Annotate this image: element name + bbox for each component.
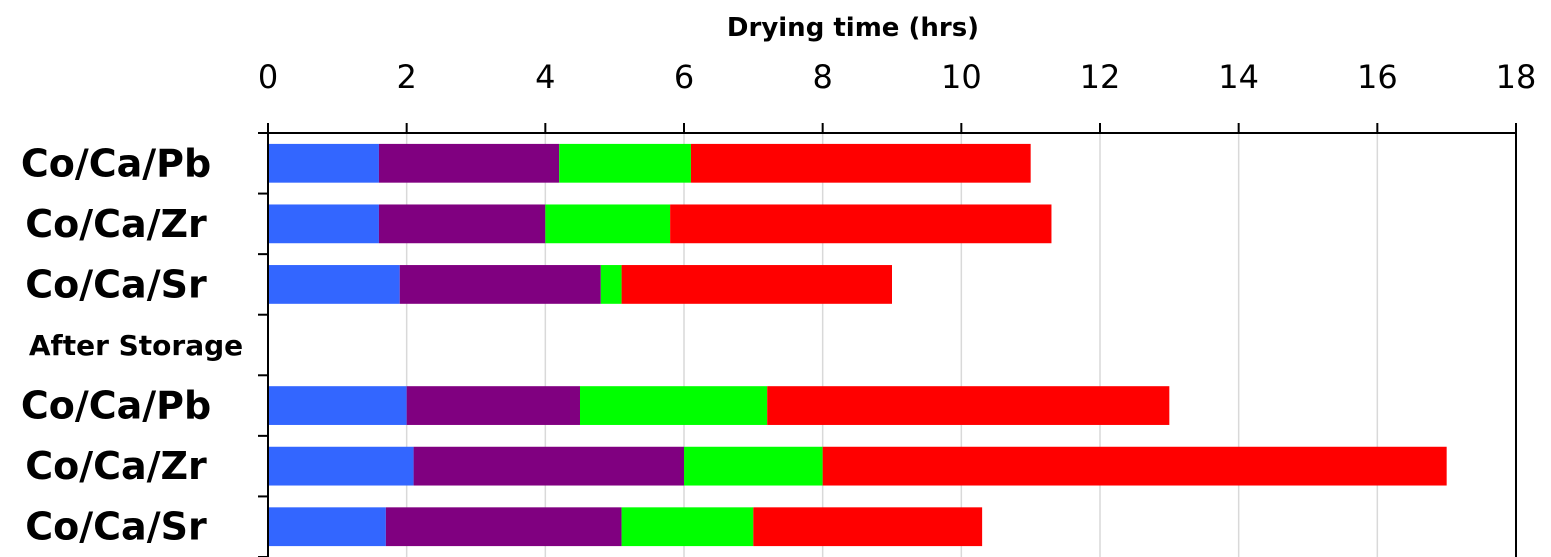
category-label: Co/Ca/Pb bbox=[21, 141, 211, 185]
category-label: Co/Ca/Sr bbox=[25, 505, 207, 549]
bar-segment bbox=[684, 446, 823, 486]
bar-segment bbox=[753, 507, 983, 547]
x-tick-label: 14 bbox=[1218, 58, 1259, 96]
bar-segment bbox=[399, 265, 601, 304]
bar-segment bbox=[670, 204, 1052, 244]
bar-segment bbox=[413, 446, 684, 486]
category-label: Co/Ca/Sr bbox=[25, 262, 207, 306]
bar-segment bbox=[822, 446, 1447, 486]
x-tick-label: 0 bbox=[258, 58, 278, 96]
bar-segment bbox=[268, 204, 379, 244]
bar-segment bbox=[621, 265, 892, 304]
bar-segment bbox=[268, 143, 379, 183]
x-tick-label: 4 bbox=[535, 58, 555, 96]
bar-segment bbox=[580, 386, 768, 425]
bar-segment bbox=[268, 265, 400, 304]
bar-segment bbox=[268, 386, 407, 425]
bar-segment bbox=[268, 507, 386, 547]
x-tick-label: 10 bbox=[941, 58, 982, 96]
category-label: Co/Ca/Pb bbox=[21, 384, 211, 428]
x-tick-label: 2 bbox=[396, 58, 416, 96]
axes bbox=[258, 123, 1517, 557]
gridlines bbox=[405, 133, 1517, 557]
bar-segment bbox=[378, 204, 546, 244]
category-label: Co/Ca/Zr bbox=[25, 202, 207, 246]
x-tick-label: 6 bbox=[674, 58, 694, 96]
category-label: After Storage bbox=[29, 329, 243, 362]
bar-segment bbox=[767, 386, 1170, 425]
x-tick-label: 16 bbox=[1357, 58, 1398, 96]
bar-segment bbox=[545, 204, 671, 244]
bar-segment bbox=[559, 143, 691, 183]
category-labels: Co/Ca/Pb Co/Ca/Zr Co/Ca/Sr After Storage Co/… bbox=[21, 141, 243, 548]
bar-segment bbox=[385, 507, 622, 547]
x-tick-labels: 0 2 4 6 8 10 12 14 16 18 bbox=[258, 58, 1537, 96]
bar-segment bbox=[378, 143, 560, 183]
bar-segment bbox=[621, 507, 754, 547]
bar-segment bbox=[690, 143, 1031, 183]
x-tick-label: 8 bbox=[812, 58, 832, 96]
bars bbox=[268, 143, 1447, 547]
bar-segment bbox=[268, 446, 414, 486]
x-tick-label: 18 bbox=[1496, 58, 1537, 96]
bar-segment bbox=[600, 265, 622, 304]
bar-segment bbox=[406, 386, 580, 425]
x-tick-label: 12 bbox=[1080, 58, 1121, 96]
x-axis-title: Drying time (hrs) bbox=[727, 13, 979, 43]
category-label: Co/Ca/Zr bbox=[25, 444, 207, 488]
